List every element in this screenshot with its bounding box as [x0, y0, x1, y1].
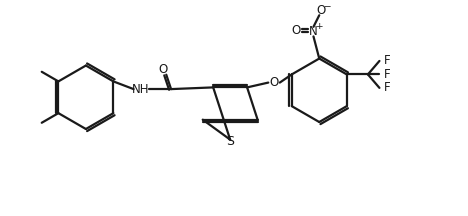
- Text: O: O: [159, 63, 168, 76]
- Text: O: O: [292, 24, 301, 37]
- Text: F: F: [384, 81, 391, 94]
- Text: −: −: [323, 1, 331, 10]
- Text: NH: NH: [132, 83, 149, 96]
- Text: +: +: [315, 22, 323, 31]
- Text: O: O: [270, 76, 278, 89]
- Text: O: O: [316, 4, 326, 17]
- Text: S: S: [226, 135, 234, 148]
- Text: F: F: [384, 54, 391, 67]
- Text: N: N: [309, 25, 318, 38]
- Text: F: F: [384, 68, 391, 81]
